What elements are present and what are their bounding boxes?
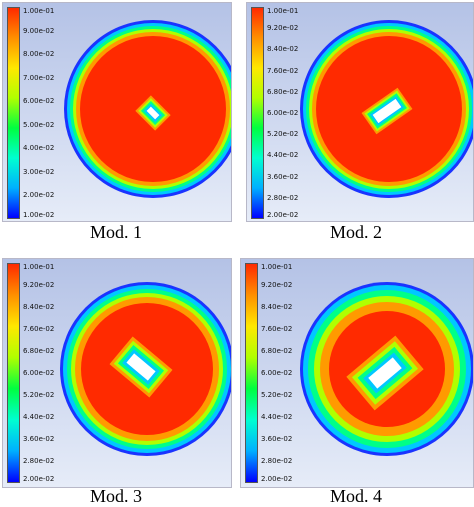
colorbar-tick: 4.40e-02 [267,151,299,160]
colorbar-tick: 4.40e-02 [261,413,293,421]
colorbar-tick: 3.60e-02 [267,172,299,181]
figure-caption: Mod. 4 [329,486,382,506]
colorbar-tick: 4.40e-02 [23,413,55,421]
colorbar-tick: 2.80e-02 [261,457,293,465]
colorbar-tick: 8.40e-02 [261,303,293,311]
colorbar-tick: 5.00e-02 [23,120,55,129]
colorbar-tick: 6.80e-02 [23,347,55,355]
colorbar-ticks: 1.00e-01 9.20e-02 8.40e-02 7.60e-02 6.80… [267,7,327,219]
colorbar-tick: 8.00e-02 [23,50,55,59]
colorbar-tick: 1.00e-01 [267,7,299,15]
colorbar-tick: 6.00e-02 [23,369,55,377]
contour-plot [63,19,231,199]
contour-panel-mod-2: 1.00e-01 9.20e-02 8.40e-02 7.60e-02 6.80… [246,2,474,222]
colorbar-tick: 6.00e-02 [23,97,55,106]
colorbar-tick: 1.00e-01 [261,263,293,271]
colorbar-tick: 1.00e-01 [23,7,55,15]
colorbar-tick: 6.00e-02 [261,369,293,377]
colorbar [7,7,20,219]
colorbar-tick: 7.60e-02 [267,66,299,75]
colorbar-tick: 9.00e-02 [23,26,55,35]
colorbar-tick: 9.20e-02 [267,24,299,33]
colorbar-tick: 5.20e-02 [267,130,299,139]
figure-caption: Mod. 2 [329,222,382,242]
contour-plot [299,19,473,199]
colorbar-tick: 3.60e-02 [261,435,293,443]
colorbar-tick: 8.40e-02 [267,45,299,54]
colorbar-tick: 2.80e-02 [23,457,55,465]
colorbar [245,263,258,483]
colorbar-tick: 8.40e-02 [23,303,55,311]
colorbar-tick: 4.00e-02 [23,144,55,153]
colorbar-tick: 6.80e-02 [261,347,293,355]
colorbar-tick: 3.00e-02 [23,167,55,176]
colorbar-tick: 2.00e-02 [261,475,293,483]
colorbar-tick: 7.00e-02 [23,73,55,82]
contour-panel-mod-4: 1.00e-01 9.20e-02 8.40e-02 7.60e-02 6.80… [240,258,474,488]
contour-plot [299,281,473,457]
colorbar [7,263,20,483]
figure-caption: Mod. 3 [89,486,142,506]
contour-panel-mod-1: 1.00e-01 9.00e-02 8.00e-02 7.00e-02 6.00… [2,2,232,222]
colorbar [251,7,264,219]
colorbar-tick: 9.20e-02 [23,281,55,289]
colorbar-ticks: 1.00e-01 9.00e-02 8.00e-02 7.00e-02 6.00… [23,7,83,219]
colorbar-tick: 5.20e-02 [261,391,293,399]
colorbar-tick: 2.00e-02 [23,191,55,200]
colorbar-ticks: 1.00e-01 9.20e-02 8.40e-02 7.60e-02 6.80… [261,263,321,483]
contour-plot [59,281,231,457]
colorbar-ticks: 1.00e-01 9.20e-02 8.40e-02 7.60e-02 6.80… [23,263,83,483]
colorbar-tick: 9.20e-02 [261,281,293,289]
colorbar-tick: 2.00e-02 [267,211,299,219]
colorbar-tick: 1.00e-02 [23,211,55,219]
colorbar-tick: 2.80e-02 [267,193,299,202]
colorbar-tick: 7.60e-02 [261,325,293,333]
colorbar-tick: 6.80e-02 [267,87,299,96]
colorbar-tick: 1.00e-01 [23,263,55,271]
colorbar-tick: 3.60e-02 [23,435,55,443]
colorbar-tick: 2.00e-02 [23,475,55,483]
figure-caption: Mod. 1 [89,222,142,242]
colorbar-tick: 5.20e-02 [23,391,55,399]
colorbar-tick: 7.60e-02 [23,325,55,333]
contour-panel-mod-3: 1.00e-01 9.20e-02 8.40e-02 7.60e-02 6.80… [2,258,232,488]
colorbar-tick: 6.00e-02 [267,109,299,117]
